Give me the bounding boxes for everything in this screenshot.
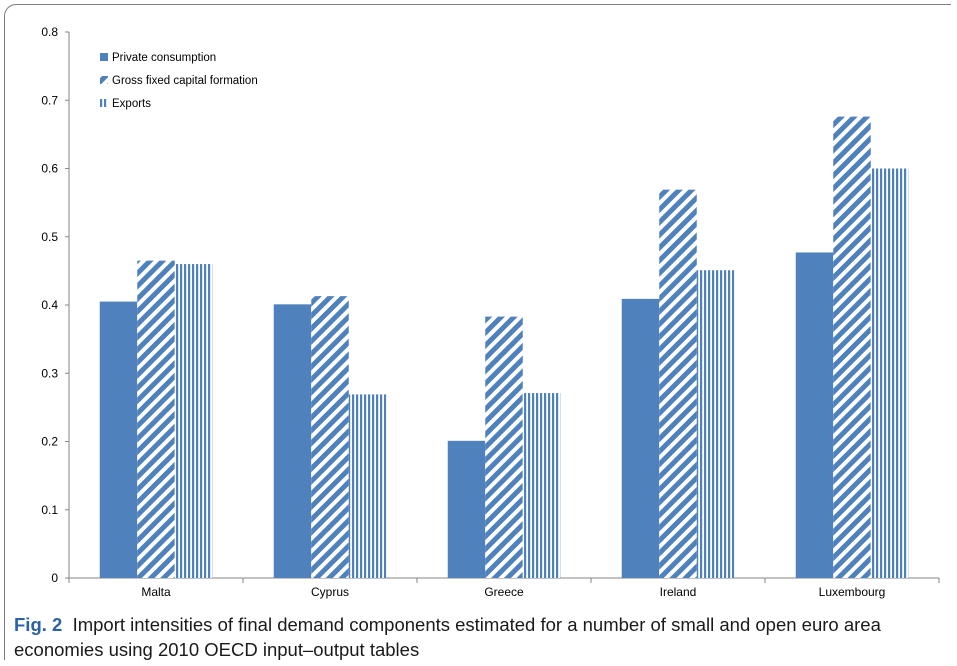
legend-label-exports: Exports — [112, 98, 151, 110]
x-tick-label: Greece — [484, 585, 524, 599]
bar-exports — [696, 270, 735, 578]
legend-swatch-exports — [100, 99, 108, 107]
caption-text: Import intensities of final demand compo… — [14, 614, 881, 660]
y-tick-label: 0.3 — [41, 366, 58, 380]
legend-label-private-consumption: Private consumption — [112, 52, 216, 64]
bar-gross-fixed-capital-formation — [833, 116, 871, 578]
legend-swatch-private-consumption — [100, 53, 108, 61]
y-tick-label: 0.1 — [41, 503, 58, 517]
bar-private-consumption — [795, 252, 834, 578]
figure-frame — [4, 4, 951, 660]
y-tick-label: 0.2 — [41, 435, 58, 449]
bar-chart: 0 0.1 0.2 0.3 0.4 0.5 0.6 0.7 0.8 Malta Cyprus Gree… — [41, 25, 940, 599]
bar-gross-fixed-capital-formation — [659, 189, 697, 578]
bar-exports — [522, 393, 561, 578]
bar-private-consumption — [447, 440, 486, 578]
y-tick-label: 0.8 — [41, 25, 58, 39]
legend-label-gross-fixed-capital-formation: Gross fixed capital formation — [112, 75, 258, 87]
x-tick-label: Luxembourg — [819, 585, 886, 599]
y-tick-label: 0.6 — [41, 162, 58, 176]
y-tick-label: 0.5 — [41, 230, 58, 244]
bar-exports — [870, 168, 909, 578]
bar-gross-fixed-capital-formation — [485, 316, 523, 578]
y-tick-label: 0 — [51, 571, 58, 585]
x-tick-label: Cyprus — [311, 585, 349, 599]
bar-private-consumption — [621, 298, 660, 578]
bar-private-consumption — [273, 304, 312, 578]
y-tick-label: 0.7 — [41, 93, 58, 107]
bar-gross-fixed-capital-formation — [137, 260, 175, 578]
bar-gross-fixed-capital-formation — [311, 296, 349, 578]
bar-exports — [174, 264, 213, 578]
x-tick-label: Malta — [141, 585, 171, 599]
figure-caption: Fig. 2 Import intensities of final deman… — [14, 612, 949, 662]
x-tick-label: Ireland — [660, 585, 697, 599]
caption-label: Fig. 2 — [14, 614, 63, 635]
bar-private-consumption — [99, 301, 138, 578]
bar-exports — [348, 394, 387, 578]
y-tick-label: 0.4 — [41, 298, 58, 312]
legend-swatch-gross-fixed-capital-formation — [100, 76, 108, 84]
